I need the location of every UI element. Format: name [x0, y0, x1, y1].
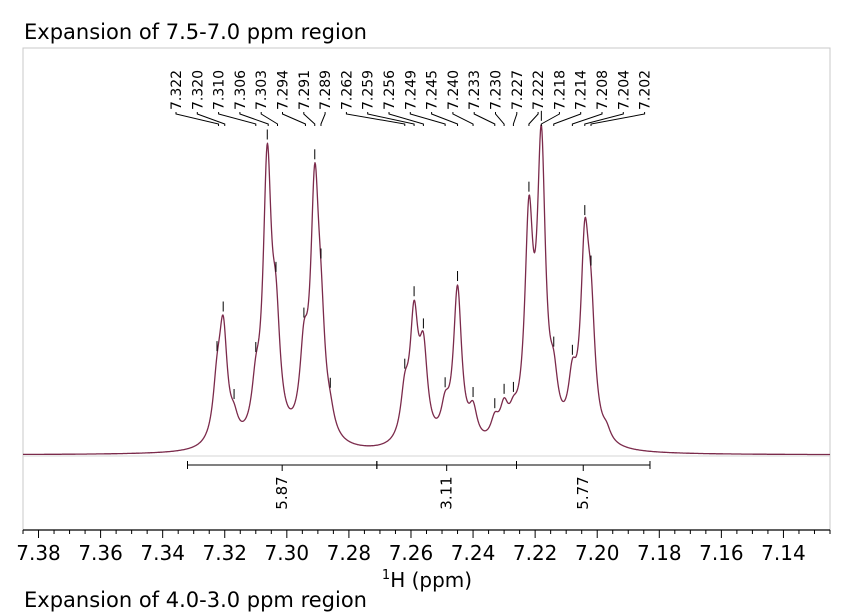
peak-label-connector — [260, 112, 279, 126]
peak-label-connector — [431, 112, 459, 126]
x-tick-label: 7.30 — [265, 541, 310, 565]
x-tick-label: 7.36 — [78, 541, 123, 565]
peak-label: 7.233 — [467, 70, 483, 110]
x-tick-label: 7.24 — [451, 541, 496, 565]
x-tick-label: 7.26 — [389, 541, 434, 565]
peak-label-connector — [388, 112, 424, 126]
peak-label: 7.289 — [318, 70, 334, 110]
x-tick-label: 7.22 — [513, 541, 558, 565]
x-tick-label: 7.32 — [202, 541, 247, 565]
x-axis: 7.38 7.36 7.34 7.32 7.30 7.28 7.26 7.24 7.22 7.20… — [16, 529, 831, 565]
peak-label: 7.256 — [382, 70, 398, 110]
peak-markers-layer — [216, 110, 592, 409]
nmr-spectrum-chart: 7.38 7.36 7.34 7.32 7.30 7.28 7.26 7.24 7.22 7.20… — [16, 47, 831, 592]
peak-label: 7.218 — [552, 70, 568, 110]
chart-title: Expansion of 7.5-7.0 ppm region — [24, 20, 367, 44]
peak-label: 7.230 — [489, 70, 505, 110]
peak-label-connector — [239, 112, 269, 126]
peak-label-connector — [218, 112, 257, 126]
integral-region-layer: 5.87 3.11 5.77 — [187, 461, 651, 510]
peak-label: 7.227 — [510, 70, 526, 110]
peak-label: 7.208 — [595, 70, 611, 110]
peak-label-connector — [553, 112, 582, 126]
peak-label-connector — [584, 112, 624, 126]
peak-label-connector — [409, 112, 446, 126]
integral-value: 5.77 — [574, 476, 592, 509]
peak-label: 7.202 — [638, 70, 654, 110]
plot-frame — [22, 47, 831, 531]
peak-label: 7.303 — [254, 70, 270, 110]
peak-label-connector — [528, 112, 539, 126]
integral-value: 5.87 — [273, 476, 291, 509]
peak-label-connector — [571, 112, 603, 126]
peak-label: 7.262 — [339, 70, 355, 110]
peak-label: 7.306 — [233, 70, 249, 110]
peak-labels-layer: 7.322 7.320 7.310 7.306 7.303 7.294 7.291 7.289… — [169, 70, 654, 126]
x-tick-label: 7.16 — [699, 541, 744, 565]
peak-label-connector — [590, 112, 646, 126]
peak-label-connector — [175, 112, 220, 126]
peak-label: 7.322 — [169, 70, 185, 110]
x-tick-label: 7.18 — [637, 541, 682, 565]
x-axis-title-text: H (ppm) — [390, 568, 472, 592]
integral-value: 3.11 — [438, 476, 456, 509]
peak-label-connector — [282, 112, 306, 126]
x-tick-label: 7.14 — [761, 541, 806, 565]
peak-label: 7.222 — [531, 70, 547, 110]
spectrum-line — [22, 124, 831, 456]
x-tick-label: 7.28 — [327, 541, 372, 565]
peak-label: 7.291 — [297, 70, 313, 110]
peak-label-connector — [367, 112, 415, 126]
peak-label: 7.320 — [190, 70, 206, 110]
peak-label-connector — [196, 112, 226, 126]
peak-label-connector — [512, 112, 518, 126]
x-tick-label: 7.38 — [16, 541, 61, 565]
x-axis-title-superscript: 1 — [382, 568, 390, 583]
x-axis-title: 1H (ppm) — [382, 568, 472, 592]
peak-label-connector — [452, 112, 474, 126]
peak-label: 7.310 — [212, 70, 228, 110]
peak-label-connector — [345, 112, 406, 126]
peak-label: 7.249 — [403, 70, 419, 110]
peak-label-connector — [473, 112, 496, 126]
peak-label: 7.204 — [616, 70, 632, 110]
peak-label-connector — [320, 112, 326, 126]
peak-label: 7.240 — [446, 70, 462, 110]
peak-label-connector — [495, 112, 505, 126]
peak-label-connector — [540, 112, 560, 126]
peak-label: 7.245 — [425, 70, 441, 110]
x-tick-label: 7.20 — [575, 541, 620, 565]
peak-label: 7.294 — [276, 70, 292, 110]
next-figure-title: Expansion of 4.0-3.0 ppm region — [24, 588, 367, 612]
peak-label: 7.214 — [574, 70, 590, 110]
peak-label: 7.259 — [361, 70, 377, 110]
peak-label-connector — [303, 112, 316, 126]
x-tick-label: 7.34 — [140, 541, 185, 565]
